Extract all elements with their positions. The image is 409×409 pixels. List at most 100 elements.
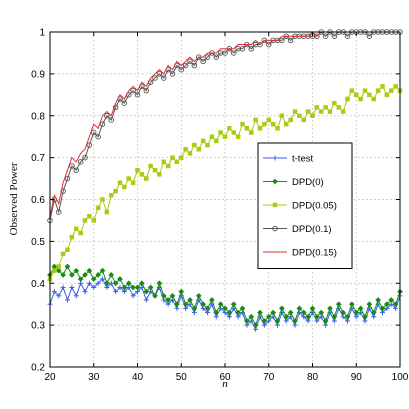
data-point xyxy=(261,317,268,324)
data-point xyxy=(208,297,215,303)
data-point xyxy=(375,297,382,303)
data-point xyxy=(60,188,66,194)
data-point xyxy=(218,130,223,135)
data-point xyxy=(143,297,149,303)
data-point xyxy=(99,121,106,127)
data-point xyxy=(300,309,307,316)
data-point xyxy=(174,159,180,165)
data-point xyxy=(322,33,329,39)
data-point xyxy=(152,292,158,299)
data-point xyxy=(130,284,137,291)
data-point xyxy=(191,62,198,69)
data-point xyxy=(95,205,101,211)
series-1 xyxy=(47,263,403,329)
y-tick-label: 0.3 xyxy=(31,321,45,332)
data-point xyxy=(165,297,172,303)
data-point xyxy=(297,113,302,118)
data-point xyxy=(257,309,263,316)
data-point xyxy=(323,105,328,110)
data-point xyxy=(156,71,163,77)
data-point xyxy=(86,267,93,274)
data-point xyxy=(112,280,119,287)
data-point xyxy=(392,301,399,308)
data-point xyxy=(152,75,158,81)
data-point xyxy=(358,96,363,102)
x-tick-label: 60 xyxy=(219,372,231,383)
y-tick-label: 0.4 xyxy=(31,279,45,290)
data-point xyxy=(165,163,171,169)
data-point xyxy=(179,155,184,160)
data-point xyxy=(388,297,395,303)
data-point xyxy=(344,313,351,320)
data-point xyxy=(130,180,136,185)
data-point xyxy=(331,33,338,39)
data-point xyxy=(100,197,105,202)
data-point xyxy=(230,50,237,56)
x-tick-label: 40 xyxy=(132,372,144,383)
y-axis-label: Observed Power xyxy=(8,162,20,235)
data-point xyxy=(74,226,79,232)
data-point xyxy=(60,284,66,290)
data-point xyxy=(65,247,70,252)
x-tick-label: 20 xyxy=(44,372,56,383)
legend-marker xyxy=(272,225,278,232)
data-point xyxy=(55,267,62,274)
data-point xyxy=(77,276,84,283)
data-point xyxy=(314,33,320,39)
data-point xyxy=(366,301,373,308)
data-point xyxy=(108,117,114,123)
data-point xyxy=(284,121,289,127)
data-point xyxy=(117,180,123,185)
data-point xyxy=(287,37,294,44)
data-point xyxy=(134,92,141,98)
data-point xyxy=(195,292,202,299)
x-axis-label: n xyxy=(222,378,228,390)
data-point xyxy=(340,109,346,114)
legend-item: t-test xyxy=(263,154,313,165)
data-point xyxy=(274,317,281,324)
data-point xyxy=(226,309,233,316)
data-point xyxy=(178,66,184,73)
data-point xyxy=(327,109,333,114)
data-point xyxy=(310,113,315,118)
data-point xyxy=(375,88,381,93)
data-point xyxy=(143,87,149,94)
data-point xyxy=(379,305,386,312)
data-point xyxy=(90,129,97,136)
data-point xyxy=(393,84,398,89)
data-point xyxy=(257,126,263,131)
data-point xyxy=(270,121,276,127)
data-point xyxy=(309,305,316,312)
data-point xyxy=(69,234,75,240)
data-point xyxy=(278,305,285,312)
data-point xyxy=(279,113,285,118)
data-point xyxy=(213,54,219,60)
data-point xyxy=(275,126,280,131)
data-point xyxy=(91,218,96,223)
data-point xyxy=(357,305,364,312)
data-point xyxy=(148,163,153,169)
data-point xyxy=(305,109,311,114)
data-point xyxy=(86,280,92,286)
data-point xyxy=(243,317,250,324)
data-point xyxy=(112,104,119,111)
data-point xyxy=(138,280,145,287)
data-point xyxy=(222,50,228,56)
data-point xyxy=(182,301,189,308)
data-point xyxy=(230,301,237,308)
data-point xyxy=(348,301,355,308)
data-point xyxy=(73,293,79,299)
data-point xyxy=(318,309,325,316)
data-point xyxy=(182,62,189,69)
x-tick-label: 50 xyxy=(176,372,188,383)
data-point xyxy=(60,251,66,257)
legend-item: DPD(0.1) xyxy=(263,224,332,235)
data-point xyxy=(380,84,385,89)
data-point xyxy=(270,309,277,316)
data-point xyxy=(130,87,136,94)
legend-label: DPD(0.1) xyxy=(292,224,332,235)
y-tick-label: 0.6 xyxy=(31,195,45,206)
data-point xyxy=(78,230,83,236)
data-point xyxy=(147,284,154,291)
x-tick-label: 70 xyxy=(263,372,275,383)
